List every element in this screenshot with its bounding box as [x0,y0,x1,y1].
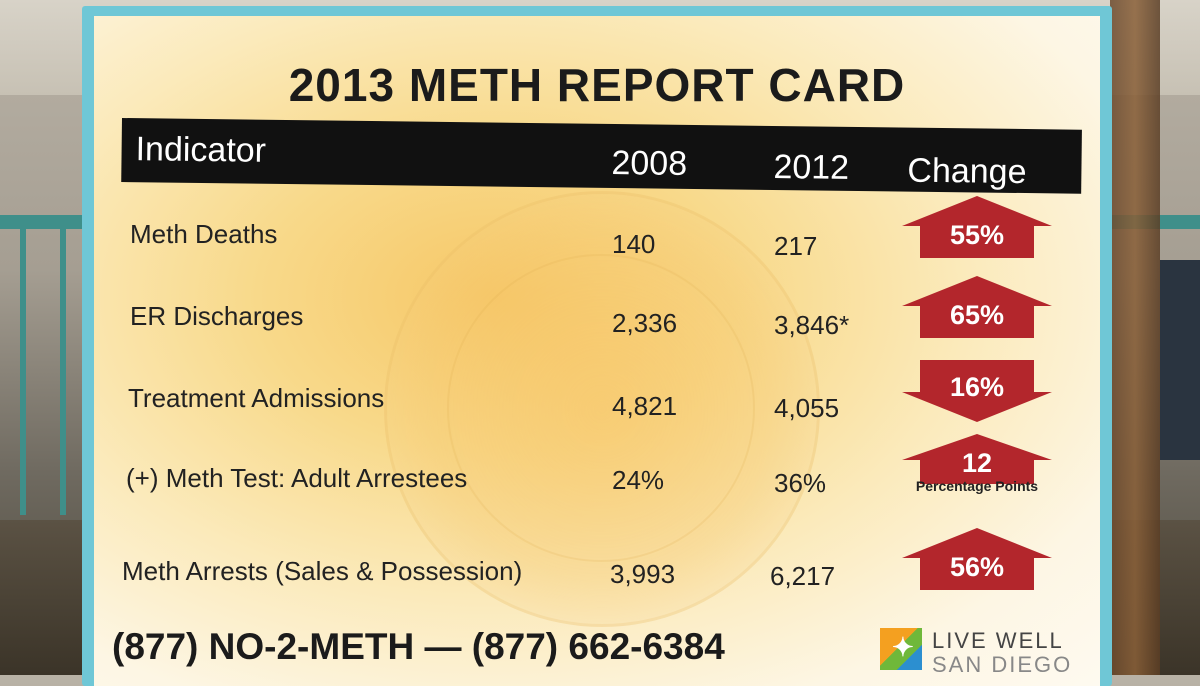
sign-panel: 2013 METH REPORT CARD Indicator 2008 201… [94,16,1100,686]
city-seal-watermark [384,191,820,627]
change-note: Percentage Points [915,478,1039,494]
change-value: 16% [949,372,1005,402]
header-change: Change [907,151,1027,192]
row-value-2008: 3,993 [610,559,676,589]
row-indicator: Meth Deaths [130,219,278,249]
sign-title: 2013 METH REPORT CARD [288,59,906,111]
row-indicator: Treatment Admissions [128,383,385,413]
row-indicator: (+) Meth Test: Adult Arrestees [126,463,468,493]
change-value: 55% [949,220,1005,250]
up-arrow-icon: 55% [902,196,1052,258]
logo-line1: LIVE WELL [932,628,1064,653]
live-well-logo-icon: ✦ [880,628,922,670]
header-indicator: Indicator [135,130,267,170]
row-value-2012: 3,846* [774,310,850,340]
row-value-2012: 217 [774,231,818,261]
header-year-2008: 2008 [611,143,688,183]
report-card-sign: 2013 METH REPORT CARD Indicator 2008 201… [82,6,1112,686]
live-well-logo: ✦ LIVE WELL SAN DIEGO [880,628,1090,678]
change-value: 12 [961,448,993,478]
change-value: 56% [949,552,1005,582]
railing-post [20,215,26,515]
row-value-2008: 140 [612,229,656,259]
row-indicator: ER Discharges [130,301,304,331]
header-year-2012: 2012 [773,147,850,187]
hotline-phone: (877) NO-2-METH — (877) 662-6384 [112,626,725,667]
row-value-2012: 6,217 [770,561,836,591]
row-value-2008: 4,821 [612,391,678,421]
up-arrow-icon: 56% [902,528,1052,590]
row-value-2008: 24% [612,465,665,495]
railing-post [60,215,66,515]
row-indicator: Meth Arrests (Sales & Possession) [122,556,523,586]
row-value-2008: 2,336 [612,308,678,338]
row-value-2012: 36% [774,468,827,498]
railing-left [0,215,95,229]
background-object [1160,260,1200,460]
logo-line2: SAN DIEGO [932,652,1073,677]
row-value-2012: 4,055 [774,393,840,423]
tree-trunk [1110,0,1160,675]
down-arrow-icon: 16% [902,360,1052,422]
table-header: Indicator 2008 2012 Change [121,118,1082,194]
change-value: 65% [949,300,1005,330]
up-arrow-icon: 12 [902,434,1052,484]
up-arrow-icon: 65% [902,276,1052,338]
